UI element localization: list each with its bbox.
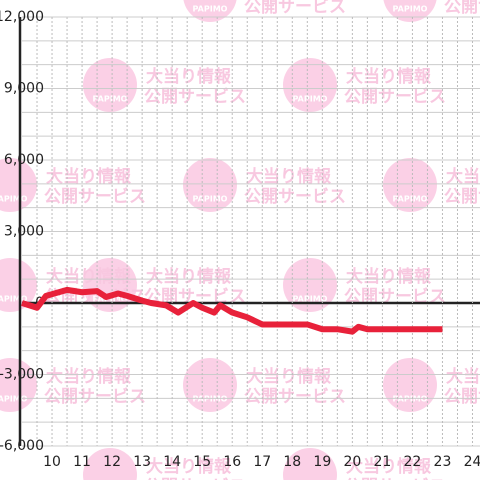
watermark-logo-text: PAPIMO — [0, 295, 28, 304]
watermark-logo — [83, 258, 137, 312]
watermark-logo-text: PAPIMO — [0, 395, 28, 404]
watermark-text: 公開サービス — [244, 187, 346, 207]
watermark-logo-text: PAPIMO — [193, 395, 228, 404]
watermark-logo — [83, 58, 137, 112]
watermark-text: 大当り情報 — [346, 266, 432, 287]
watermark-logo — [383, 358, 437, 412]
watermark-text: 大当り情報 — [146, 456, 232, 477]
watermark-text: 公開サービス — [344, 87, 446, 107]
watermark-text: 公開サービス — [244, 387, 346, 407]
watermark-logo — [183, 358, 237, 412]
watermark-text: 公開サービス — [244, 0, 346, 17]
y-tick-label: -3,000 — [0, 367, 44, 383]
watermark-logo-text: PAPIMO — [0, 195, 28, 204]
watermark-logo — [0, 158, 37, 212]
watermark-text: 大当り情報 — [446, 166, 480, 187]
y-tick-label: 9,000 — [4, 81, 44, 97]
watermark-logo-text: PAPIMO — [293, 95, 328, 104]
watermark-logo-text: PAPIMO — [393, 5, 428, 14]
watermark-logo-text: PAPIMO — [293, 295, 328, 304]
watermark-logo — [183, 0, 237, 22]
watermark-logo — [283, 58, 337, 112]
x-tick-label: 13 — [133, 454, 151, 470]
watermark-text: 公開サービス — [144, 477, 246, 480]
watermark-text: 大当り情報 — [46, 366, 132, 387]
x-tick-label: 17 — [253, 454, 271, 470]
watermark-logo — [283, 448, 337, 480]
x-tick-label: 10 — [43, 454, 61, 470]
watermark-logo — [383, 0, 437, 22]
watermark-text: 公開サービス — [444, 387, 480, 407]
watermark-logo-text: PAPIMO — [93, 295, 128, 304]
watermark-text: 大当り情報 — [246, 366, 332, 387]
x-tick-label: 14 — [163, 454, 181, 470]
watermark-text: 大当り情報 — [46, 266, 132, 287]
x-tick-label: 11 — [73, 454, 91, 470]
watermark-text: 大当り情報 — [446, 366, 480, 387]
watermark-text: 公開サービス — [444, 0, 480, 17]
y-tick-label: 12,000 — [0, 9, 44, 25]
watermark-logo-text: PAPIMO — [93, 95, 128, 104]
x-tick-label: 15 — [193, 454, 211, 470]
watermark-logo-text: PAPIMO — [193, 5, 228, 14]
watermark-logo — [283, 258, 337, 312]
x-tick-label: 22 — [404, 454, 422, 470]
watermark-logo-text: PAPIMO — [393, 395, 428, 404]
y-tick-label: -6,000 — [0, 438, 44, 454]
watermark-logo — [83, 448, 137, 480]
watermark-text: 公開サービス — [44, 387, 146, 407]
watermark-text: 大当り情報 — [146, 66, 232, 87]
watermark-logo-text: PAPIMO — [193, 195, 228, 204]
watermark-logo — [0, 258, 37, 312]
watermark-text: 大当り情報 — [146, 266, 232, 287]
watermark-text: 大当り情報 — [346, 456, 432, 477]
watermark-logo — [383, 158, 437, 212]
y-tick-label: 3,000 — [4, 224, 44, 240]
x-tick-label: 24 — [464, 454, 480, 470]
x-tick-label: 21 — [373, 454, 391, 470]
watermark-text: 公開サービス — [344, 477, 446, 480]
x-tick-label: 19 — [313, 454, 331, 470]
watermark-text: 公開サービス — [44, 187, 146, 207]
line — [21, 286, 443, 335]
watermark-logo — [183, 158, 237, 212]
x-tick-label: 23 — [434, 454, 452, 470]
watermark-text: 公開サービス — [444, 187, 480, 207]
x-tick-label: 18 — [283, 454, 301, 470]
watermark-text: 大当り情報 — [346, 66, 432, 87]
watermark-text: 公開サービス — [144, 87, 246, 107]
y-tick-label: 6,000 — [4, 152, 44, 168]
x-tick-label: 12 — [103, 454, 121, 470]
watermark-logo-text: PAPIMO — [393, 195, 428, 204]
x-tick-label: 16 — [223, 454, 241, 470]
watermark-text: 大当り情報 — [246, 166, 332, 187]
x-tick-label: 20 — [343, 454, 361, 470]
